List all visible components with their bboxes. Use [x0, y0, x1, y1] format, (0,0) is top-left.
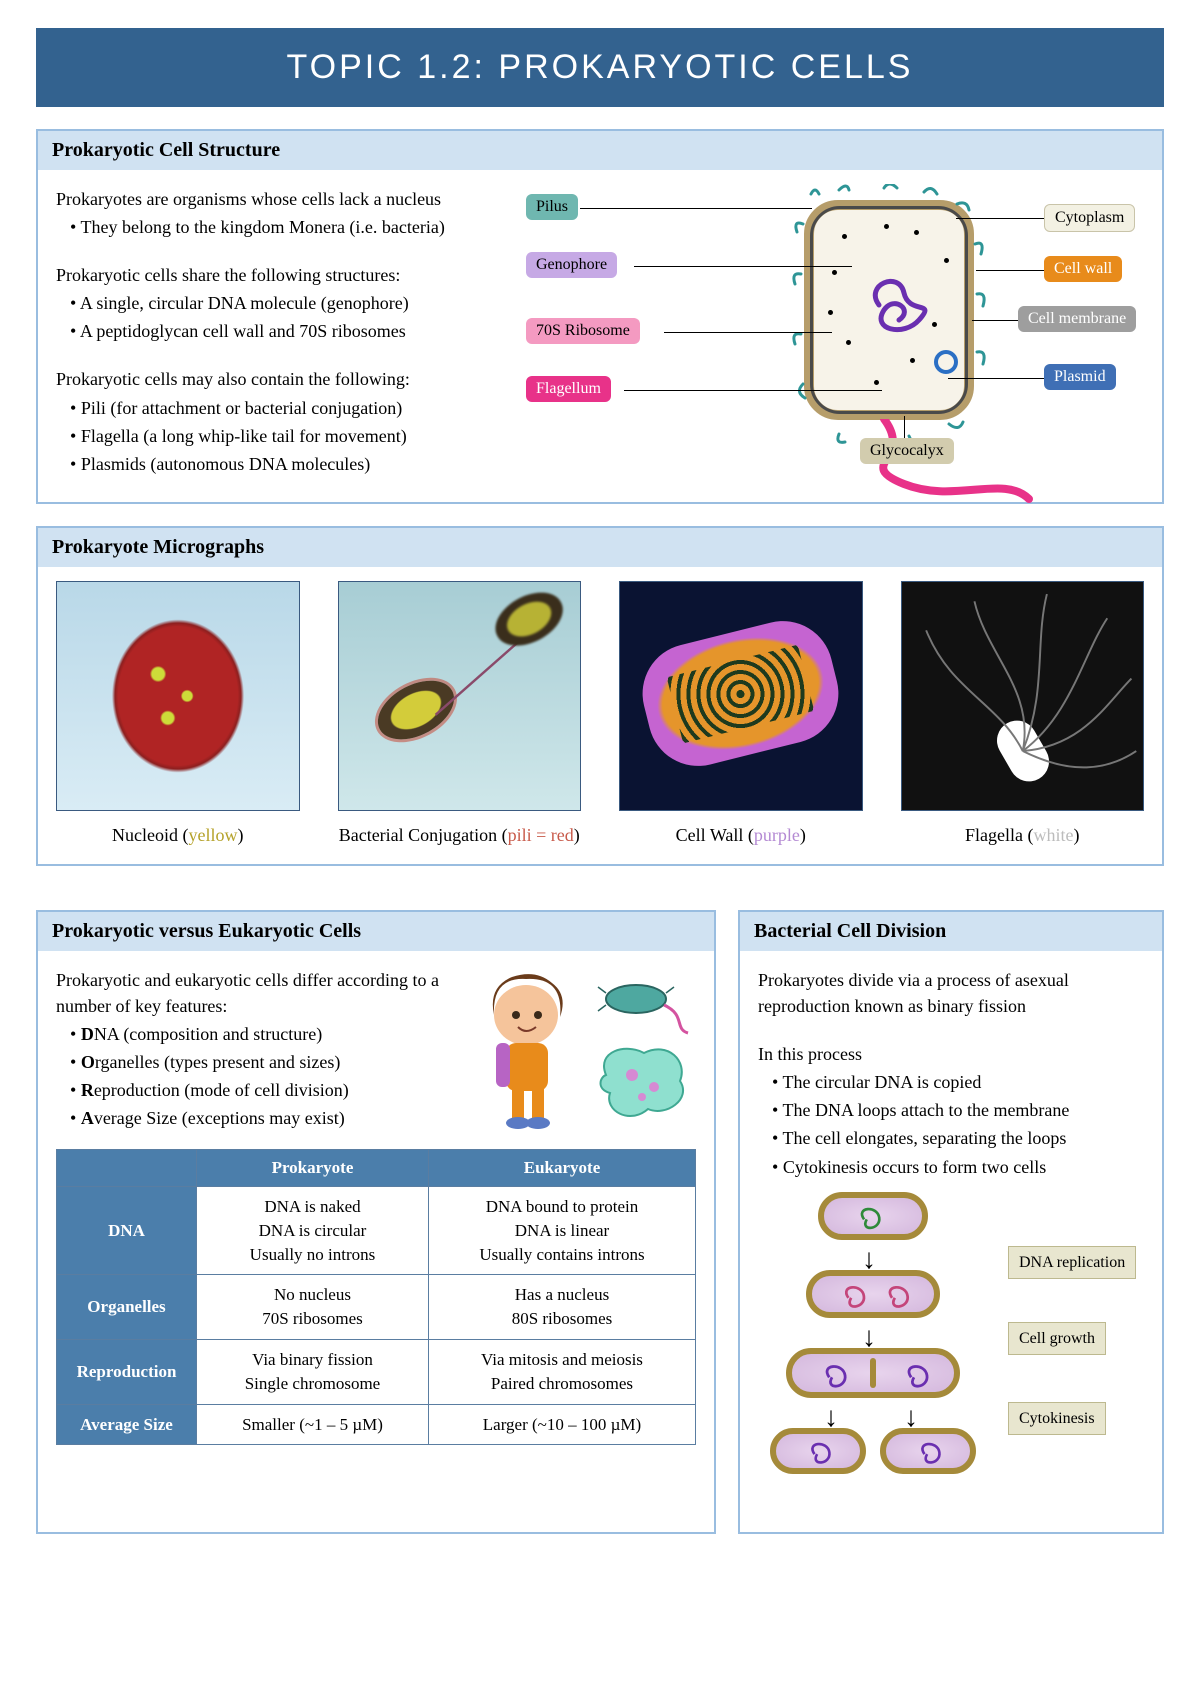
panel-structure: Prokaryotic Cell Structure Prokaryotes a… [36, 129, 1164, 504]
heading-fission: Bacterial Cell Division [740, 912, 1162, 951]
stage-label: DNA replication [1008, 1246, 1136, 1279]
comparison-table: ProkaryoteEukaryote DNADNA is nakedDNA i… [56, 1149, 696, 1445]
dora-item: Organelles (types present and sizes) [70, 1049, 442, 1075]
may-item: Flagella (a long whip-like tail for move… [70, 423, 504, 449]
micrograph-image [619, 581, 863, 811]
may-item: Pili (for attachment or bacterial conjug… [70, 395, 504, 421]
micrograph-1: Nucleoid (yellow) [56, 581, 300, 846]
micrograph-4: Flagella (white) [901, 581, 1145, 846]
label-ribosome: 70S Ribosome [526, 318, 640, 344]
fission-item: The circular DNA is copied [772, 1069, 1144, 1095]
intro: Prokaryotes are organisms whose cells la… [56, 186, 504, 212]
label-cytoplasm: Cytoplasm [1044, 204, 1135, 232]
cell-diagram: Pilus Genophore 70S Ribosome Flagellum C… [524, 184, 1144, 484]
label-cellwall: Cell wall [1044, 256, 1122, 282]
compare-lead: Prokaryotic and eukaryotic cells differ … [56, 967, 442, 1019]
dora-item: DNA (composition and structure) [70, 1021, 442, 1047]
cap-pre: Cell Wall ( [676, 825, 754, 845]
label-membrane: Cell membrane [1018, 306, 1136, 332]
th-euk: Eukaryote [428, 1150, 695, 1187]
stage-label: Cell growth [1008, 1322, 1106, 1355]
cap-word: pili = red [508, 825, 574, 845]
page-title-banner: TOPIC 1.2: PROKARYOTIC CELLS [36, 28, 1164, 107]
micrograph-2: Bacterial Conjugation (pili = red) [338, 581, 582, 846]
cap-pre: Bacterial Conjugation ( [339, 825, 508, 845]
label-genophore: Genophore [526, 252, 617, 278]
cell-euk: DNA bound to proteinDNA is linearUsually… [428, 1187, 695, 1275]
compare-illustration [456, 965, 696, 1135]
cap-post: ) [800, 825, 806, 845]
cell-prok: Smaller (~1 – 5 µM) [197, 1404, 429, 1445]
flagellum-shape [874, 419, 1034, 509]
th-blank [57, 1150, 197, 1187]
panel-fission: Bacterial Cell Division Prokaryotes divi… [738, 910, 1164, 1534]
row-head: Reproduction [57, 1339, 197, 1404]
cap-post: ) [1073, 825, 1079, 845]
cap-word: purple [754, 825, 800, 845]
row-head: Average Size [57, 1404, 197, 1445]
fission-diagram: ↓ ↓ ↓ ↓ DNA replication C [758, 1192, 1144, 1492]
cell-euk: Has a nucleus80S ribosomes [428, 1275, 695, 1340]
row-head: Organelles [57, 1275, 197, 1340]
label-pilus: Pilus [526, 194, 578, 220]
cap-post: ) [574, 825, 580, 845]
micrograph-image [338, 581, 582, 811]
share-item: A single, circular DNA molecule (genopho… [70, 290, 504, 316]
fission-sub: In this process [758, 1041, 1144, 1067]
fission-item: The cell elongates, separating the loops [772, 1125, 1144, 1151]
cell-prok: DNA is nakedDNA is circularUsually no in… [197, 1187, 429, 1275]
cap-post: ) [237, 825, 243, 845]
th-prok: Prokaryote [197, 1150, 429, 1187]
panel-micrographs: Prokaryote Micrographs Nucleoid (yellow)… [36, 526, 1164, 866]
fission-lead: Prokaryotes divide via a process of asex… [758, 967, 1144, 1019]
row-head: DNA [57, 1187, 197, 1275]
may-item: Plasmids (autonomous DNA molecules) [70, 451, 504, 477]
label-plasmid: Plasmid [1044, 364, 1116, 390]
may-lead: Prokaryotic cells may also contain the f… [56, 366, 504, 392]
cap-word: yellow [188, 825, 237, 845]
cell-euk: Larger (~10 – 100 µM) [428, 1404, 695, 1445]
intro-item: They belong to the kingdom Monera (i.e. … [70, 214, 504, 240]
label-flagellum: Flagellum [526, 376, 611, 402]
share-lead: Prokaryotic cells share the following st… [56, 262, 504, 288]
fission-item: The DNA loops attach to the membrane [772, 1097, 1144, 1123]
micrograph-3: Cell Wall (purple) [619, 581, 863, 846]
stage-label: Cytokinesis [1008, 1402, 1106, 1435]
cap-pre: Nucleoid ( [112, 825, 188, 845]
label-glycocalyx: Glycocalyx [860, 438, 954, 464]
heading-structure: Prokaryotic Cell Structure [38, 131, 1162, 170]
micrograph-image [56, 581, 300, 811]
dora-item: Reproduction (mode of cell division) [70, 1077, 442, 1103]
cell-euk: Via mitosis and meiosisPaired chromosome… [428, 1339, 695, 1404]
dora-item: Average Size (exceptions may exist) [70, 1105, 442, 1131]
cell-prok: Via binary fissionSingle chromosome [197, 1339, 429, 1404]
fission-item: Cytokinesis occurs to form two cells [772, 1154, 1144, 1180]
heading-micrographs: Prokaryote Micrographs [38, 528, 1162, 567]
share-item: A peptidoglycan cell wall and 70S riboso… [70, 318, 504, 344]
cap-pre: Flagella ( [965, 825, 1033, 845]
structure-text: Prokaryotes are organisms whose cells la… [56, 184, 504, 484]
panel-compare: Prokaryotic versus Eukaryotic Cells Prok… [36, 910, 716, 1534]
micrograph-image [901, 581, 1145, 811]
pili-fringe [789, 184, 989, 444]
compare-text: Prokaryotic and eukaryotic cells differ … [56, 965, 442, 1135]
heading-compare: Prokaryotic versus Eukaryotic Cells [38, 912, 714, 951]
cell-prok: No nucleus70S ribosomes [197, 1275, 429, 1340]
cap-word: white [1033, 825, 1073, 845]
